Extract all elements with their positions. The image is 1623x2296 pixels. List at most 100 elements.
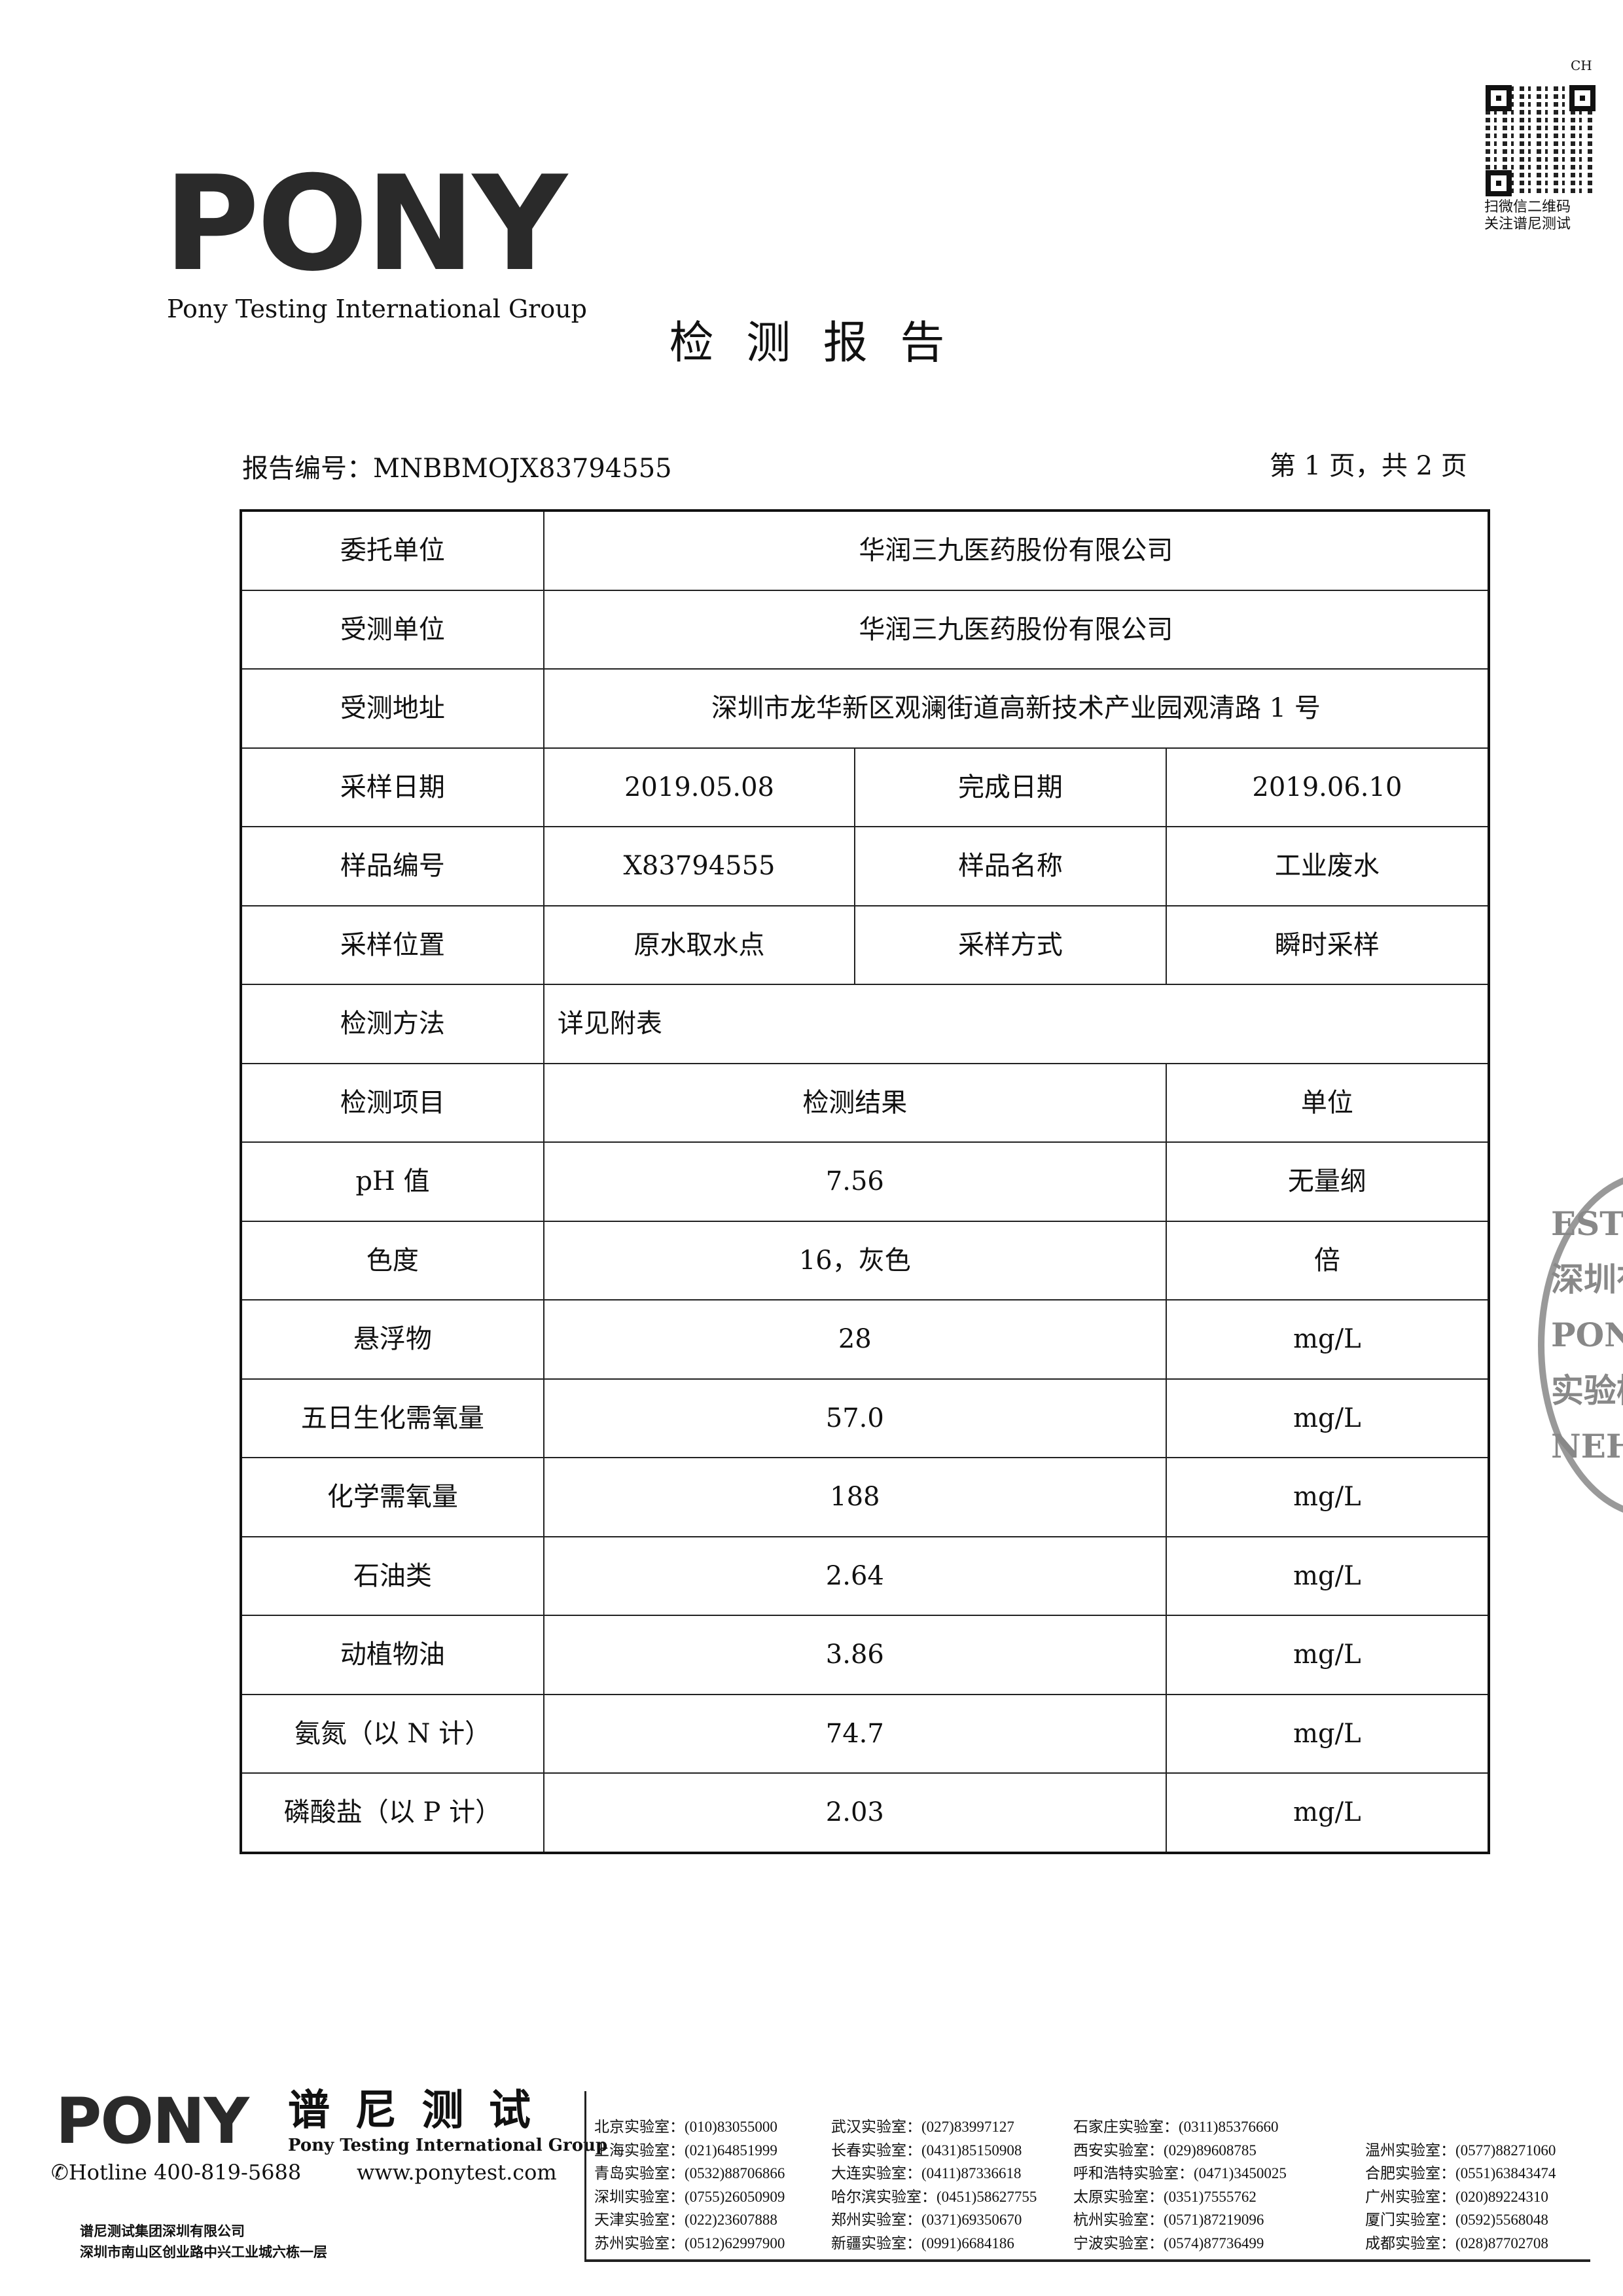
lab-contact: 温州实验室：(0577)88271060 — [1365, 2142, 1556, 2159]
label-cell: 采样日期 — [240, 747, 544, 827]
stamp-text: PON — [1551, 1316, 1623, 1354]
pony-logo: PONY — [164, 148, 567, 300]
lab-contact: 上海实验室：(021)64851999 — [594, 2142, 777, 2159]
footer-pony-logo: PONY — [56, 2085, 249, 2158]
unit-cell: mg/L — [1165, 1615, 1490, 1695]
result-cell: 188 — [543, 1457, 1167, 1537]
lab-contact: 厦门实验室：(0592)5568048 — [1365, 2212, 1548, 2228]
table-row: 采样位置 原水取水点 采样方式 瞬时采样 — [240, 905, 1490, 985]
footer-company-info: 谱尼测试集团深圳有限公司 深圳市南山区创业路中兴工业城六栋一层 — [80, 2221, 327, 2263]
result-row: 化学需氧量 188 mg/L — [240, 1457, 1490, 1537]
item-cell: 石油类 — [240, 1535, 544, 1616]
footer-hotline: ✆Hotline 400-819-5688 — [51, 2160, 301, 2185]
table-row: 样品编号 X83794555 样品名称 工业废水 — [240, 826, 1490, 906]
phone-icon: ✆ — [51, 2160, 69, 2185]
company-name-en: Pony Testing International Group — [167, 295, 588, 323]
lab-contact: 青岛实验室：(0532)88706866 — [594, 2165, 785, 2181]
table-row: 检测方法 详见附表 — [240, 984, 1490, 1064]
item-cell: pH 值 — [240, 1141, 544, 1222]
result-cell: 16，灰色 — [543, 1220, 1167, 1300]
table-row: 受测单位 华润三九医药股份有限公司 — [240, 589, 1490, 670]
item-cell: 动植物油 — [240, 1615, 544, 1695]
result-cell: 28 — [543, 1299, 1167, 1380]
result-cell: 57.0 — [543, 1378, 1167, 1458]
testing-seal-stamp: ESTI 深圳有 PON 实验检 NEH — [1538, 1172, 1623, 1518]
result-cell: 2.64 — [543, 1535, 1167, 1616]
footer-logo-cn: 谱 尼 测 试 — [288, 2087, 536, 2135]
lab-contact: 杭州实验室：(0571)87219096 — [1073, 2212, 1264, 2228]
stamp-text: NEH — [1551, 1427, 1623, 1465]
result-row: 色度 16，灰色倍 — [240, 1220, 1490, 1300]
value-cell: X83794555 — [543, 826, 856, 906]
stamp-text: ESTI — [1551, 1204, 1623, 1243]
corner-mark: CH — [1571, 58, 1592, 73]
value-cell: 瞬时采样 — [1165, 905, 1490, 985]
report-number: 报告编号：MNBBMOJX83794555 — [242, 453, 672, 484]
header-cell: 检测项目 — [240, 1062, 544, 1143]
lab-contact: 北京实验室：(010)83055000 — [594, 2119, 777, 2135]
lab-contact: 成都实验室：(028)87702708 — [1365, 2234, 1548, 2251]
report-title: 检 测 报 告 — [669, 317, 954, 369]
label-cell: 委托单位 — [240, 510, 544, 591]
unit-cell: mg/L — [1165, 1772, 1490, 1854]
value-cell: 原水取水点 — [543, 905, 856, 985]
result-row: 动植物油 3.86 mg/L — [240, 1615, 1490, 1695]
lab-contact: 武汉实验室：(027)83997127 — [831, 2119, 1014, 2135]
label-cell: 检测方法 — [240, 984, 544, 1064]
unit-cell: mg/L — [1165, 1457, 1490, 1537]
lab-contact: 大连实验室：(0411)87336618 — [831, 2165, 1022, 2181]
lab-contact: 深圳实验室：(0755)26050909 — [594, 2188, 785, 2205]
result-row: 氨氮（以 N 计） 74.7 mg/L — [240, 1693, 1490, 1774]
result-cell: 3.86 — [543, 1615, 1167, 1695]
label-cell: 完成日期 — [854, 747, 1167, 827]
footer-rule — [584, 2259, 1590, 2262]
lab-contact: 太原实验室：(0351)7555762 — [1073, 2188, 1257, 2205]
item-cell: 悬浮物 — [240, 1299, 544, 1380]
results-header-row: 检测项目 检测结果 单位 — [240, 1062, 1490, 1143]
hotline-text: Hotline 400-819-5688 — [68, 2160, 302, 2185]
result-cell: 74.7 — [543, 1693, 1167, 1774]
label-cell: 样品名称 — [854, 826, 1167, 906]
lab-contact: 西安实验室：(029)89608785 — [1073, 2142, 1257, 2159]
qr-caption: 扫微信二维码 关注谱尼测试 — [1484, 199, 1571, 233]
footer-address-cn: 深圳市南山区创业路中兴工业城六栋一层 — [80, 2244, 327, 2260]
lab-contact: 合肥实验室：(0551)63843474 — [1365, 2165, 1556, 2181]
footer-company-en: Pony Testing International Group — [288, 2136, 608, 2155]
value-cell: 华润三九医药股份有限公司 — [543, 589, 1490, 670]
unit-cell: 倍 — [1165, 1220, 1490, 1300]
lab-contact: 石家庄实验室：(0311)85376660 — [1073, 2119, 1279, 2135]
label-cell: 采样方式 — [854, 905, 1167, 985]
footer-company-cn: 谱尼测试集团深圳有限公司 — [80, 2223, 245, 2239]
label-cell: 采样位置 — [240, 905, 544, 985]
header-cell: 单位 — [1165, 1062, 1490, 1143]
result-cell: 7.56 — [543, 1141, 1167, 1222]
lab-contact: 长春实验室：(0431)85150908 — [831, 2142, 1022, 2159]
lab-contact: 苏州实验室：(0512)62997900 — [594, 2234, 785, 2251]
item-cell: 磷酸盐（以 P 计） — [240, 1772, 544, 1854]
item-cell: 化学需氧量 — [240, 1457, 544, 1537]
value-cell: 详见附表 — [543, 984, 1490, 1064]
value-cell: 华润三九医药股份有限公司 — [543, 510, 1490, 591]
item-cell: 五日生化需氧量 — [240, 1378, 544, 1458]
result-row: 磷酸盐（以 P 计） 2.03 mg/L — [240, 1772, 1490, 1854]
label-cell: 受测单位 — [240, 589, 544, 670]
value-cell: 2019.05.08 — [543, 747, 856, 827]
lab-contact: 郑州实验室：(0371)69350670 — [831, 2212, 1022, 2228]
lab-contact: 宁波实验室：(0574)87736499 — [1073, 2234, 1264, 2251]
value-cell: 工业废水 — [1165, 826, 1490, 906]
value-cell: 2019.06.10 — [1165, 747, 1490, 827]
stamp-text: 实验检 — [1551, 1371, 1623, 1410]
page-info: 第 1 页，共 2 页 — [1270, 451, 1467, 481]
value-cell: 深圳市龙华新区观澜街道高新技术产业园观清路 1 号 — [543, 668, 1490, 749]
lab-contact: 呼和浩特实验室：(0471)3450025 — [1073, 2165, 1287, 2181]
footer-divider — [584, 2091, 586, 2261]
report-number-value: MNBBMOJX83794555 — [373, 454, 672, 484]
lab-contact: 新疆实验室：(0991)6684186 — [831, 2234, 1014, 2251]
item-cell: 色度 — [240, 1220, 544, 1300]
lab-contact: 天津实验室：(022)23607888 — [594, 2212, 777, 2228]
footer-website[interactable]: www.ponytest.com — [357, 2160, 557, 2185]
table-row: 受测地址 深圳市龙华新区观澜街道高新技术产业园观清路 1 号 — [240, 668, 1490, 749]
report-number-label: 报告编号： — [242, 454, 373, 484]
unit-cell: mg/L — [1165, 1378, 1490, 1458]
